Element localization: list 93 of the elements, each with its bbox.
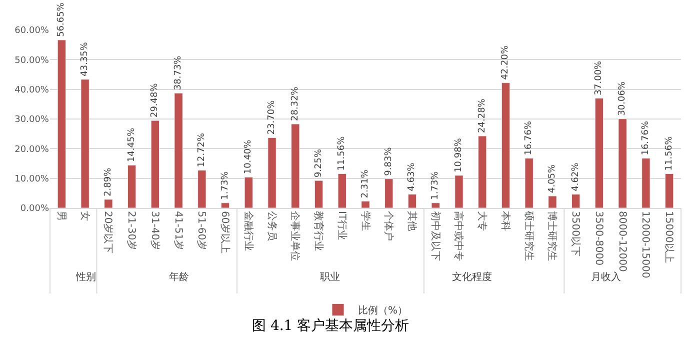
text: 1.73% bbox=[220, 171, 230, 200]
bar bbox=[664, 173, 674, 208]
text: 4.63% bbox=[407, 162, 418, 192]
text: 16.76% bbox=[524, 120, 534, 156]
x-axis-title: 文化程度 bbox=[452, 271, 492, 283]
bar bbox=[150, 120, 160, 208]
bar bbox=[408, 194, 417, 208]
x-axis-title: 年龄 bbox=[169, 271, 189, 283]
bar bbox=[478, 136, 487, 208]
x-tick-label: 其他 bbox=[406, 211, 418, 231]
text: 9.25% bbox=[314, 148, 324, 178]
bar bbox=[268, 137, 276, 208]
bar bbox=[572, 194, 580, 208]
bar bbox=[501, 82, 510, 208]
x-tick-label: 初中及以下 bbox=[429, 211, 442, 261]
bar bbox=[127, 164, 136, 208]
text: 11.56% bbox=[337, 136, 348, 171]
bar bbox=[431, 202, 440, 208]
x-tick-label: 20岁以下 bbox=[102, 211, 114, 254]
x-tick-label: 31-40岁 bbox=[148, 211, 161, 250]
bar bbox=[548, 196, 557, 208]
bar bbox=[642, 158, 650, 208]
x-tick-label: 学生 bbox=[359, 211, 372, 231]
x-tick-label: 硕士研究生 bbox=[522, 210, 535, 261]
x-tick-label: 本科 bbox=[499, 211, 512, 231]
bar bbox=[314, 180, 324, 208]
text: 1.73% bbox=[430, 171, 441, 200]
text: 56.65% bbox=[56, 2, 67, 37]
text: 24.28% bbox=[477, 98, 488, 133]
x-axis-title: 职业 bbox=[320, 271, 340, 283]
x-tick-label: 51-60岁 bbox=[196, 211, 208, 250]
bar bbox=[618, 118, 627, 208]
text: 37.00% bbox=[594, 60, 604, 96]
y-tick-label: 20.00% bbox=[14, 144, 50, 155]
x-tick-label: 大专 bbox=[476, 211, 488, 231]
x-axis-title: 月收入 bbox=[591, 271, 621, 283]
x-tick-label: 博士研究生 bbox=[546, 211, 558, 261]
x-tick-label: IT行业 bbox=[336, 211, 348, 240]
x-tick-label: 教育行业 bbox=[312, 211, 325, 251]
text: 10.98% bbox=[454, 138, 464, 172]
bar bbox=[361, 200, 370, 208]
x-tick-label: 3500以下 bbox=[570, 211, 582, 256]
text: 28.32% bbox=[290, 86, 300, 121]
text: 11.56% bbox=[664, 136, 674, 171]
bar bbox=[338, 173, 346, 208]
bar bbox=[594, 98, 604, 208]
x-axis-title: 性别 bbox=[75, 271, 96, 283]
x-tick-label: 12000-15000 bbox=[640, 211, 651, 278]
bar bbox=[198, 170, 206, 208]
text: 2.31% bbox=[360, 170, 371, 198]
x-tick-label: 15000以上 bbox=[663, 211, 676, 263]
y-tick-label: 60.00% bbox=[14, 26, 50, 36]
y-tick-label: 50.00% bbox=[14, 56, 50, 66]
bar bbox=[174, 92, 183, 208]
text: 2.89% bbox=[103, 168, 114, 196]
text: 23.70% bbox=[267, 100, 278, 135]
x-tick-label: 个体户 bbox=[382, 211, 395, 241]
text: 16.76% bbox=[640, 120, 651, 156]
bar bbox=[220, 202, 230, 208]
text: 29.48% bbox=[150, 83, 160, 118]
x-tick-label: 3500-8000 bbox=[592, 211, 604, 266]
y-tick-label: 30.00% bbox=[14, 115, 50, 126]
bar bbox=[244, 176, 253, 208]
y-tick-label: 40.00% bbox=[14, 85, 50, 96]
x-tick-label: 金融行业 bbox=[242, 211, 254, 251]
x-tick-label: 公务员 bbox=[266, 211, 278, 241]
x-tick-label: 60岁以上 bbox=[219, 211, 232, 254]
bar bbox=[104, 199, 113, 208]
text: 9.83% bbox=[384, 147, 394, 176]
text: 38.73% bbox=[174, 56, 184, 90]
text: 14.45% bbox=[126, 128, 137, 162]
bar bbox=[384, 178, 394, 208]
text: 4.62% bbox=[570, 162, 581, 192]
text: 43.35% bbox=[80, 42, 90, 76]
legend-label: 比例（%） bbox=[358, 304, 408, 317]
bar bbox=[524, 158, 534, 208]
x-tick-label: 高中或中专 bbox=[452, 211, 465, 261]
text: 10.40% bbox=[244, 140, 254, 174]
x-tick-label: 41-51岁 bbox=[172, 211, 184, 250]
caption: 图 4.1 客户基本属性分析 bbox=[252, 318, 410, 334]
text: 30.06% bbox=[618, 81, 628, 116]
text: 42.20% bbox=[500, 45, 511, 80]
text: 12.72% bbox=[196, 132, 207, 168]
x-tick-label: 企事业单位 bbox=[289, 211, 302, 261]
x-tick-label: 8000-12000 bbox=[616, 211, 628, 272]
bar bbox=[291, 124, 300, 208]
y-tick-label: 10.00% bbox=[14, 174, 50, 184]
x-tick-label: 21-30岁 bbox=[126, 211, 138, 250]
bar bbox=[454, 175, 464, 208]
y-tick-label: 0.00% bbox=[20, 204, 50, 214]
x-tick-label: 女 bbox=[78, 211, 91, 221]
text: 4.05% bbox=[547, 164, 558, 193]
x-tick-label: 男 bbox=[55, 211, 66, 221]
